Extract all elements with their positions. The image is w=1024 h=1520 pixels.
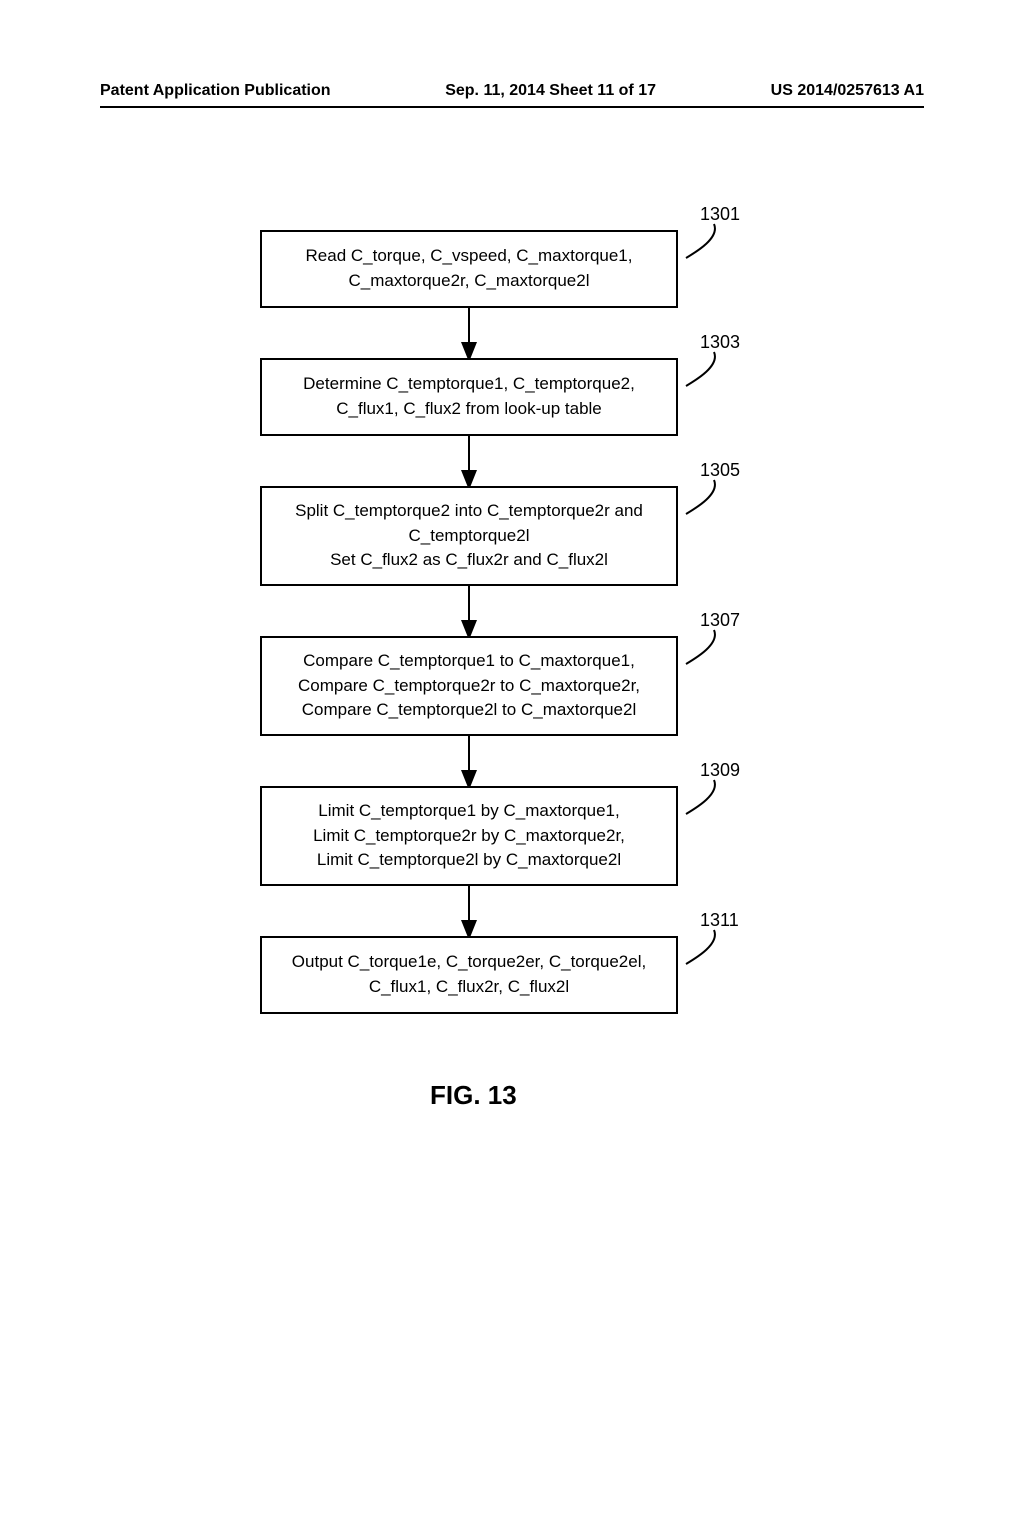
flow-box-1311: Output C_torque1e, C_torque2er, C_torque… <box>260 936 678 1014</box>
ref-label-1311: 1311 <box>700 910 739 931</box>
flow-box-1307: Compare C_temptorque1 to C_maxtorque1,Co… <box>260 636 678 736</box>
flow-box-line: Limit C_temptorque1 by C_maxtorque1, <box>318 799 619 824</box>
flow-box-line: Compare C_temptorque2r to C_maxtorque2r, <box>298 674 640 699</box>
flow-box-line: C_flux1, C_flux2r, C_flux2l <box>369 975 569 1000</box>
header-center: Sep. 11, 2014 Sheet 11 of 17 <box>445 82 656 100</box>
flow-box-line: Read C_torque, C_vspeed, C_maxtorque1, <box>306 244 633 269</box>
header-right: US 2014/0257613 A1 <box>771 82 924 100</box>
ref-label-1305: 1305 <box>700 460 740 481</box>
flow-box-line: Output C_torque1e, C_torque2er, C_torque… <box>292 950 646 975</box>
ref-label-1301: 1301 <box>700 204 740 225</box>
flow-box-line: Compare C_temptorque1 to C_maxtorque1, <box>303 649 635 674</box>
ref-label-1309: 1309 <box>700 760 740 781</box>
page: Patent Application Publication Sep. 11, … <box>0 0 1024 1320</box>
flow-box-line: Compare C_temptorque2l to C_maxtorque2l <box>302 698 637 723</box>
flow-box-1305: Split C_temptorque2 into C_temptorque2r … <box>260 486 678 586</box>
flow-box-line: Set C_flux2 as C_flux2r and C_flux2l <box>330 548 608 573</box>
flow-box-line: Limit C_temptorque2l by C_maxtorque2l <box>317 848 621 873</box>
ref-label-1303: 1303 <box>700 332 740 353</box>
page-header: Patent Application Publication Sep. 11, … <box>100 82 924 108</box>
header-left: Patent Application Publication <box>100 82 331 100</box>
flow-box-line: Limit C_temptorque2r by C_maxtorque2r, <box>313 824 625 849</box>
flow-box-1309: Limit C_temptorque1 by C_maxtorque1,Limi… <box>260 786 678 886</box>
flow-box-line: Split C_temptorque2 into C_temptorque2r … <box>295 499 643 524</box>
flow-box-line: C_maxtorque2r, C_maxtorque2l <box>349 269 590 294</box>
figure-label: FIG. 13 <box>430 1080 517 1111</box>
flow-box-1303: Determine C_temptorque1, C_temptorque2,C… <box>260 358 678 436</box>
flow-box-line: Determine C_temptorque1, C_temptorque2, <box>303 372 635 397</box>
flow-box-1301: Read C_torque, C_vspeed, C_maxtorque1,C_… <box>260 230 678 308</box>
flow-box-line: C_temptorque2l <box>409 524 530 549</box>
flow-box-line: C_flux1, C_flux2 from look-up table <box>336 397 602 422</box>
ref-label-1307: 1307 <box>700 610 740 631</box>
